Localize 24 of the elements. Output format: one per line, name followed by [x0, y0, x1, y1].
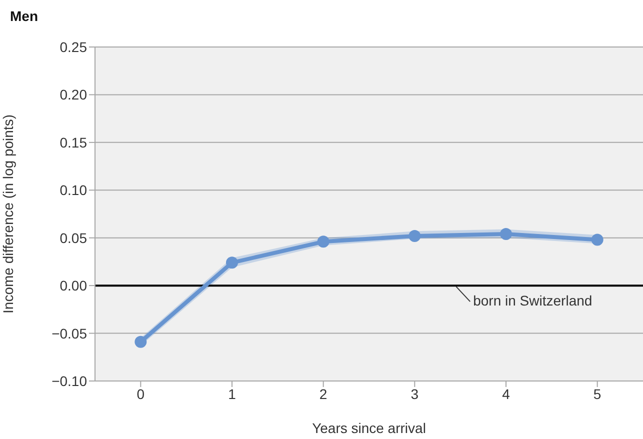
- x-tick-label: 0: [136, 386, 145, 402]
- y-tick-label: −0.10: [52, 372, 88, 389]
- point: [408, 230, 421, 242]
- x-tick-label: 2: [319, 386, 328, 402]
- x-tick-label: 5: [593, 386, 602, 402]
- ref-line-label: born in Switzerland: [473, 292, 592, 309]
- point: [317, 236, 330, 248]
- point: [591, 234, 604, 246]
- y-tick-label: 0.25: [60, 38, 88, 55]
- x-tick-label: 1: [228, 386, 236, 402]
- point: [134, 336, 147, 348]
- point: [226, 256, 238, 269]
- x-tick-label: 3: [410, 386, 419, 402]
- y-tick-label: 0.20: [60, 86, 88, 103]
- x-axis-title: Years since arrival: [312, 420, 426, 436]
- point: [500, 228, 512, 240]
- y-axis-title: Income difference (in log points): [0, 114, 16, 314]
- y-tick-label: 0.10: [60, 182, 88, 198]
- y-tick-label: −0.05: [52, 325, 88, 342]
- chart-title: Men: [10, 8, 38, 24]
- x-tick-label: 4: [502, 386, 510, 402]
- y-tick-label: 0.05: [60, 230, 88, 246]
- y-tick-label: 0.00: [60, 278, 88, 294]
- y-tick-label: 0.15: [60, 134, 88, 150]
